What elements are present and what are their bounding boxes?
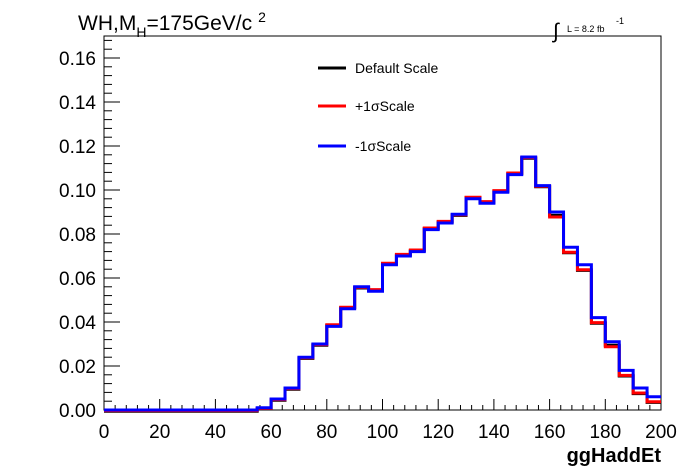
y-tick-label: 0.14 bbox=[59, 93, 96, 114]
x-axis-label: ggHaddEt bbox=[567, 445, 662, 467]
y-tick-label: 0.04 bbox=[59, 313, 96, 334]
lumi-label: L = 8.2 fb bbox=[567, 24, 604, 34]
y-axis: 0.00 0.02 0.04 0.06 0.08 0.10 0.12 0.14 0.16 bbox=[59, 39, 120, 422]
y-tick-label: 0.00 bbox=[59, 401, 96, 422]
x-tick-label: 80 bbox=[316, 422, 337, 443]
y-tick-label: 0.08 bbox=[59, 225, 96, 246]
x-tick-label: 40 bbox=[205, 422, 226, 443]
x-tick-label: 100 bbox=[367, 422, 399, 443]
x-tick-label: 0 bbox=[99, 422, 110, 443]
legend-label: Default Scale bbox=[355, 60, 438, 76]
x-tick-label: 200 bbox=[645, 422, 677, 443]
chart-title: WH,MH=175GeV/c 2 bbox=[78, 9, 266, 40]
chart-title-subscript: H bbox=[136, 24, 146, 40]
y-tick-label: 0.02 bbox=[59, 357, 96, 378]
y-tick-label: 0.06 bbox=[59, 269, 96, 290]
series-line bbox=[104, 155, 661, 412]
x-tick-label: 60 bbox=[261, 422, 282, 443]
x-axis: 0 20 40 60 80 100 120 140 160 180 200 bbox=[99, 399, 677, 443]
y-tick-label: 0.16 bbox=[59, 49, 96, 70]
x-tick-label: 180 bbox=[589, 422, 621, 443]
x-tick-label: 140 bbox=[478, 422, 510, 443]
legend-label: -1σScale bbox=[355, 138, 411, 154]
x-tick-label: 160 bbox=[534, 422, 566, 443]
x-tick-label: 20 bbox=[149, 422, 170, 443]
chart-title-main: =175GeV/c bbox=[146, 12, 252, 35]
legend-label: +1σScale bbox=[355, 98, 415, 114]
chart-title-prefix: WH,M bbox=[78, 12, 136, 35]
series-layer bbox=[104, 155, 661, 413]
y-tick-label: 0.10 bbox=[59, 181, 96, 202]
y-tick-label: 0.12 bbox=[59, 137, 96, 158]
lumi-exponent: -1 bbox=[616, 16, 624, 26]
legend: Default Scale +1σScale -1σScale bbox=[318, 60, 438, 154]
plot-frame bbox=[103, 35, 662, 411]
lumi-annotation: ∫ L = 8.2 fb -1 bbox=[552, 16, 624, 43]
integral-symbol: ∫ bbox=[552, 20, 560, 43]
chart-title-superscript: 2 bbox=[258, 9, 266, 25]
x-tick-label: 120 bbox=[422, 422, 454, 443]
